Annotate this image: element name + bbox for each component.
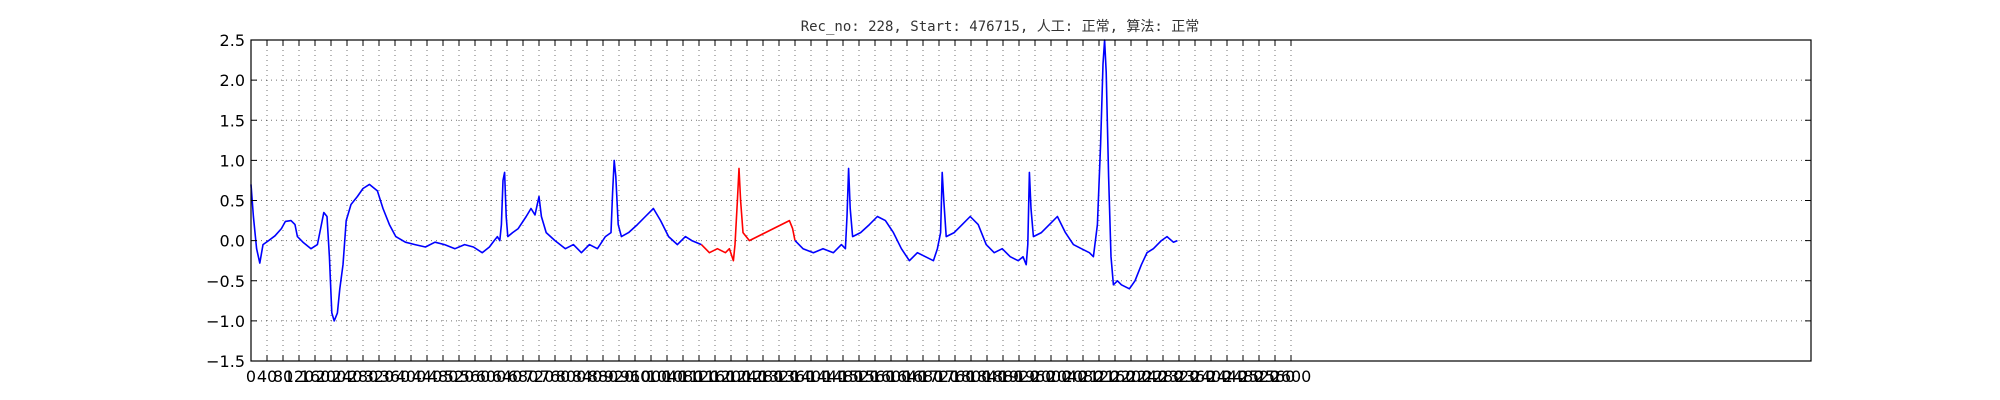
x-tick-label: 320 [364, 367, 395, 386]
x-tick-label: 600 [476, 367, 507, 386]
x-tick-label: 480 [428, 367, 459, 386]
x-tick-label: 280 [348, 367, 379, 386]
y-tick-label: 2.5 [220, 31, 245, 50]
x-tick-label: 2520 [1239, 367, 1280, 386]
x-tick-label: 2000 [1031, 367, 1072, 386]
x-tick-label: 2400 [1191, 367, 1232, 386]
signal-lines [250, 39, 1178, 322]
x-tick-label: 1760 [935, 367, 976, 386]
x-tick-label: 1720 [919, 367, 960, 386]
x-axis: 0 408012016020024028032036040044048052056… [246, 40, 1311, 386]
x-tick-label: 2120 [1079, 367, 1120, 386]
x-tick-label: 960 [620, 367, 651, 386]
x-tick-label: 680 [508, 367, 539, 386]
x-tick-label: 2200 [1111, 367, 1152, 386]
x-tick-label: 1040 [647, 367, 688, 386]
x-tick-label: 2080 [1063, 367, 1104, 386]
y-tick-label: −0.5 [206, 272, 245, 291]
x-tick-label: 240 [332, 367, 363, 386]
x-tick-label: 360 [380, 367, 411, 386]
x-tick-label: 2280 [1143, 367, 1184, 386]
x-tick-label: 1240 [727, 367, 768, 386]
x-tick-label: 440 [412, 367, 443, 386]
y-tick-label: 2.0 [220, 71, 245, 90]
x-tick-label: 1520 [839, 367, 880, 386]
x-tick-label: 40 [257, 367, 277, 386]
x-tick-label: 1600 [871, 367, 912, 386]
x-tick-label: 2480 [1223, 367, 1264, 386]
chart-title: Rec_no: 228, Start: 476715, 人工: 正常, 算法: … [801, 19, 1200, 35]
x-tick-label: 80 [273, 367, 293, 386]
x-tick-label: 1120 [679, 367, 720, 386]
x-tick-label: 1280 [743, 367, 784, 386]
x-tick-label: 1440 [807, 367, 848, 386]
x-tick-label: 880 [588, 367, 619, 386]
y-axis: −1.5 −1.0 −0.5 0.0 0.5 1.0 1.5 2.0 2.5 [206, 31, 1811, 371]
x-tick-label: 2320 [1159, 367, 1200, 386]
x-tick-label: 1400 [791, 367, 832, 386]
y-tick-label: 0.0 [220, 232, 245, 251]
x-tick-label: 1360 [775, 367, 816, 386]
x-tick-label: 1080 [663, 367, 704, 386]
signal-line-segment-0 [250, 159, 702, 322]
x-tick-label: 800 [556, 367, 587, 386]
x-tick-label: 2440 [1207, 367, 1248, 386]
x-tick-label: 1320 [759, 367, 800, 386]
x-tick-label: 2240 [1127, 367, 1168, 386]
x-tick-label: 0 [246, 367, 256, 386]
x-tick-label: 2360 [1175, 367, 1216, 386]
x-tick-label: 160 [300, 367, 331, 386]
x-tick-label: 200 [316, 367, 347, 386]
x-tick-label: 520 [444, 367, 475, 386]
x-tick-label: 920 [604, 367, 635, 386]
x-tick-label: 1680 [903, 367, 944, 386]
x-tick-label: 120 [284, 367, 315, 386]
x-tick-label: 2560 [1255, 367, 1296, 386]
x-tick-label: 1480 [823, 367, 864, 386]
y-tick-label: −1.5 [206, 352, 245, 371]
y-tick-label: 1.5 [220, 111, 245, 130]
x-tick-label: 640 [492, 367, 523, 386]
x-tick-label: 1160 [695, 367, 736, 386]
x-tick-label: 1560 [855, 367, 896, 386]
x-tick-label: 400 [396, 367, 427, 386]
x-tick-label: 1200 [711, 367, 752, 386]
x-tick-label: 2600 [1271, 367, 1312, 386]
x-tick-label: 2040 [1047, 367, 1088, 386]
x-tick-label: 840 [572, 367, 603, 386]
x-tick-label: 1800 [951, 367, 992, 386]
x-tick-label: 1840 [967, 367, 1008, 386]
x-tick-label: 1880 [983, 367, 1024, 386]
x-tick-label: 1960 [1015, 367, 1056, 386]
x-tick-label: 760 [540, 367, 571, 386]
y-tick-label: 0.5 [220, 192, 245, 211]
x-tick-label: 1640 [887, 367, 928, 386]
x-tick-label: 720 [524, 367, 555, 386]
grid [251, 39, 1811, 362]
x-tick-label: 1000 [631, 367, 672, 386]
signal-line-segment-2 [794, 39, 1178, 290]
x-tick-label: 560 [460, 367, 491, 386]
x-tick-label: 2160 [1095, 367, 1136, 386]
x-tick-label: 1920 [999, 367, 1040, 386]
y-tick-label: 1.0 [220, 151, 245, 170]
y-tick-label: −1.0 [206, 312, 245, 331]
signal-line-highlighted [700, 167, 796, 262]
